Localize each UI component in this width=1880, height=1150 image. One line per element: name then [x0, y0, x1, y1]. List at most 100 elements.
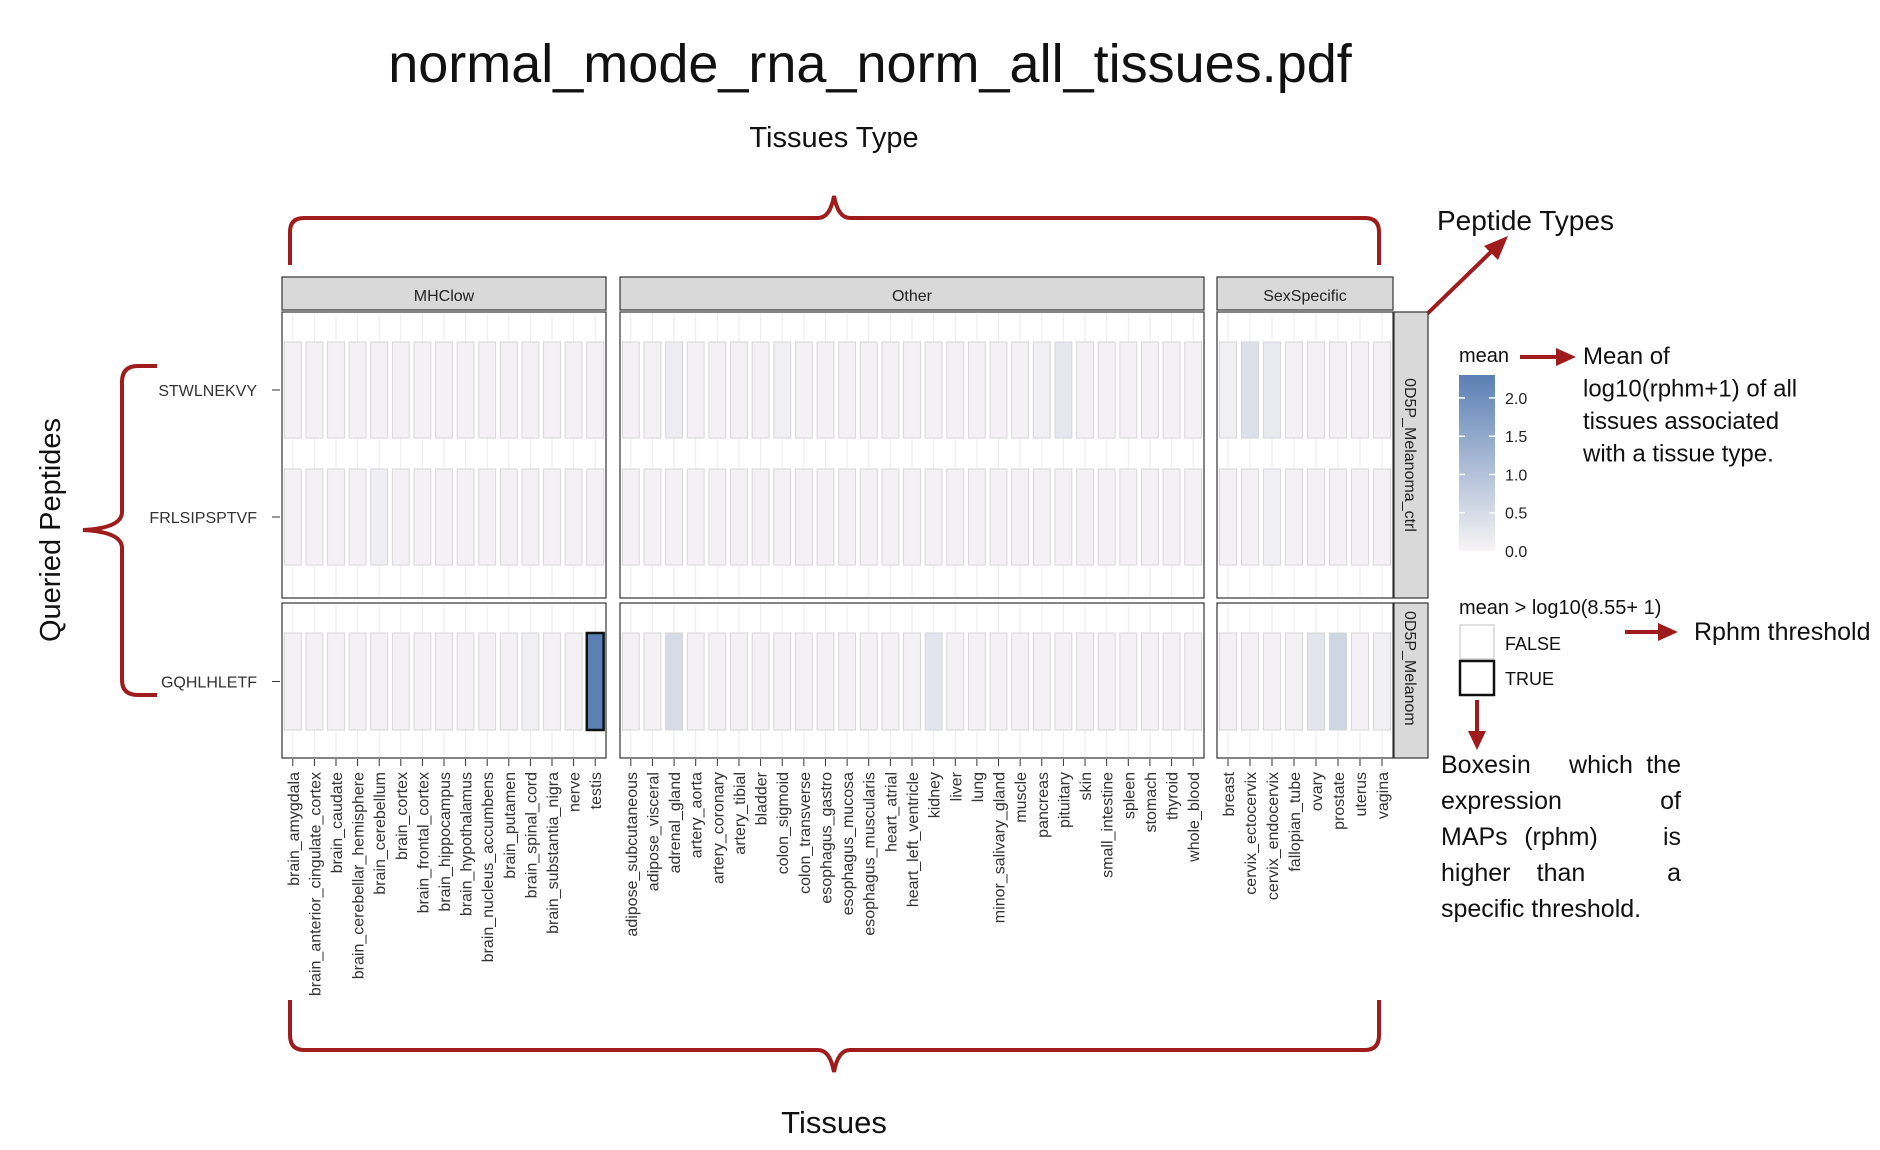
- heatmap-cell-STWLNEKVY-esophagus_mucosa: [838, 341, 857, 439]
- x-tick-label: lung: [970, 772, 987, 802]
- heatmap-cell-GQHLHLETF-brain_hypothalamus: [456, 632, 475, 731]
- boxes-note-word: higher: [1441, 859, 1511, 887]
- heatmap-cell-FRLSIPSPTVF-esophagus_muscularis: [859, 468, 878, 566]
- heatmap-cell-GQHLHLETF-colon_sigmoid: [773, 632, 792, 731]
- boxes-note-word: Boxes: [1441, 751, 1510, 779]
- heatmap-cell-GQHLHLETF-lung: [967, 632, 986, 731]
- heatmap-cell-FRLSIPSPTVF-adipose_subcutaneous: [621, 468, 640, 566]
- colorbar-tick-label: 1.5: [1505, 429, 1527, 446]
- tissues-label: Tissues: [781, 1105, 887, 1140]
- heatmap-cell-STWLNEKVY-colon_transverse: [794, 341, 813, 439]
- heatmap-cell-GQHLHLETF-brain_cortex: [391, 632, 410, 731]
- heatmap-cell-FRLSIPSPTVF-whole_blood: [1184, 468, 1203, 566]
- heatmap-cell-FRLSIPSPTVF-brain_caudate: [327, 468, 345, 566]
- x-tick-label: colon_sigmoid: [775, 772, 792, 874]
- boxes-note-word: a: [1667, 859, 1681, 887]
- heatmap-cell-FRLSIPSPTVF-pancreas: [1032, 468, 1051, 566]
- heatmap-cell-GQHLHLETF-brain_amygdala: [283, 632, 302, 731]
- heatmap-cell-FRLSIPSPTVF-brain_nucleus_accumbens: [478, 468, 497, 566]
- x-tick-label: stomach: [1143, 772, 1160, 832]
- heatmap-cell-FRLSIPSPTVF-artery_tibial: [730, 468, 748, 566]
- heatmap-cell-STWLNEKVY-brain_hypothalamus: [456, 341, 475, 439]
- facet-strip-label: MHClow: [414, 288, 475, 305]
- boxes-note-word: in: [1511, 751, 1530, 779]
- heatmap-cell-GQHLHLETF-muscle: [1011, 632, 1030, 731]
- heatmap-cell-GQHLHLETF-brain_cerebellum: [370, 632, 389, 731]
- colorbar-tick-label: 1.0: [1505, 467, 1527, 484]
- x-tick-label: brain_cerebellum: [372, 772, 389, 895]
- heatmap-cell-STWLNEKVY-pituitary: [1054, 341, 1073, 439]
- heatmap-cell-FRLSIPSPTVF-adrenal_gland: [665, 468, 684, 566]
- heatmap-cell-STWLNEKVY-testis: [586, 341, 605, 439]
- x-tick-label: esophagus_gastro: [818, 772, 835, 904]
- heatmap-cell-GQHLHLETF-brain_putamen: [499, 632, 518, 731]
- x-tick-label: brain_cerebellar_hemisphere: [351, 772, 368, 979]
- peptide-types-label: Peptide Types: [1437, 205, 1614, 236]
- heatmap-cell-STWLNEKVY-brain_caudate: [327, 341, 345, 439]
- heatmap-cell-STWLNEKVY-liver: [946, 341, 965, 439]
- heatmap-cell-GQHLHLETF-adrenal_gland: [665, 632, 684, 731]
- heatmap-cell-FRLSIPSPTVF-brain_cerebellar_hemisphere: [348, 468, 367, 566]
- heatmap-cell-FRLSIPSPTVF-lung: [967, 468, 986, 566]
- heatmap-cell-STWLNEKVY-pancreas: [1032, 341, 1051, 439]
- heatmap-cell-GQHLHLETF-liver: [946, 632, 965, 731]
- heatmap-cell-FRLSIPSPTVF-testis: [586, 468, 605, 566]
- colorbar-tick-label: 2.0: [1505, 391, 1527, 408]
- heatmap-cell-GQHLHLETF-brain_frontal_cortex: [413, 632, 432, 731]
- x-tick-label: fallopian_tube: [1287, 772, 1304, 872]
- heatmap-cell-GQHLHLETF-artery_aorta: [686, 632, 705, 731]
- heatmap-cell-FRLSIPSPTVF-adipose_visceral: [643, 468, 662, 566]
- heatmap-cell-GQHLHLETF-esophagus_muscularis: [859, 632, 878, 731]
- heatmap-cell-FRLSIPSPTVF-nerve: [564, 468, 583, 566]
- heatmap-cell-STWLNEKVY-ovary: [1306, 341, 1326, 439]
- x-tick-label: whole_blood: [1186, 772, 1203, 863]
- heatmap-cell-STWLNEKVY-brain_nucleus_accumbens: [478, 341, 497, 439]
- heatmap-cell-GQHLHLETF-heart_left_ventricle: [903, 632, 921, 731]
- heatmap-cell-FRLSIPSPTVF-prostate: [1328, 468, 1348, 566]
- heatmap-cell-FRLSIPSPTVF-muscle: [1011, 468, 1030, 566]
- queried-peptides-label: Queried Peptides: [35, 418, 67, 642]
- heatmap-cell-STWLNEKVY-brain_anterior_cingulate_cortex: [305, 341, 324, 439]
- tissues-type-label: Tissues Type: [749, 122, 918, 154]
- heatmap-cell-STWLNEKVY-cervix_ectocervix: [1240, 341, 1260, 439]
- heatmap-cell-GQHLHLETF-ovary: [1306, 632, 1326, 731]
- legend-key-true: [1458, 659, 1496, 697]
- y-tick-label: STWLNEKVY: [158, 383, 257, 400]
- heatmap-cell-FRLSIPSPTVF-colon_sigmoid: [773, 468, 792, 566]
- heatmap-cell-STWLNEKVY-minor_salivary_gland: [989, 341, 1008, 439]
- legend-label-true: TRUE: [1505, 669, 1554, 689]
- heatmap-cell-GQHLHLETF-colon_transverse: [794, 632, 813, 731]
- heatmap-cell-FRLSIPSPTVF-brain_hypothalamus: [456, 468, 475, 566]
- x-tick-label: artery_aorta: [689, 772, 706, 858]
- heatmap-cell-GQHLHLETF-brain_hippocampus: [435, 632, 453, 731]
- x-tick-label: bladder: [754, 771, 771, 825]
- row-strip-label: 0D5P_Melanom: [1401, 611, 1418, 726]
- row-strip-0D5P_Melanom: [1393, 602, 1429, 759]
- heatmap-cell-STWLNEKVY-lung: [967, 341, 986, 439]
- heatmap-cell-FRLSIPSPTVF-ovary: [1306, 468, 1326, 566]
- heatmap-cell-FRLSIPSPTVF-cervix_endocervix: [1262, 468, 1282, 566]
- heatmap-cell-STWLNEKVY-brain_substantia_nigra: [543, 341, 561, 439]
- mean-note-line: with a tissue type.: [1582, 441, 1774, 468]
- heatmap-cell-STWLNEKVY-artery_coronary: [708, 341, 727, 439]
- heatmap-cell-FRLSIPSPTVF-cervix_ectocervix: [1240, 468, 1260, 566]
- heatmap-cell-GQHLHLETF-minor_salivary_gland: [989, 632, 1008, 731]
- x-tick-label: brain_amygdala: [286, 772, 303, 886]
- heatmap-cell-FRLSIPSPTVF-brain_hippocampus: [435, 468, 453, 566]
- heatmap-cell-FRLSIPSPTVF-brain_putamen: [499, 468, 518, 566]
- facet-strip-Other: [619, 276, 1205, 311]
- heatmap-cell-GQHLHLETF-thyroid: [1162, 632, 1181, 731]
- heatmap-cell-GQHLHLETF-brain_cerebellar_hemisphere: [348, 632, 367, 731]
- heatmap-cell-STWLNEKVY-thyroid: [1162, 341, 1181, 439]
- heatmap-cell-FRLSIPSPTVF-stomach: [1140, 468, 1159, 566]
- tissues-type-brace: [288, 195, 1381, 265]
- legend-key-false: [1459, 624, 1495, 660]
- heatmap-cell-FRLSIPSPTVF-bladder: [751, 468, 770, 566]
- heatmap-cell-STWLNEKVY-brain_spinal_cord: [521, 341, 540, 439]
- x-tick-label: skin: [1078, 772, 1095, 800]
- x-tick-label: kidney: [927, 772, 944, 818]
- mean-note-arrowhead: [1556, 348, 1576, 366]
- x-tick-label: heart_left_ventricle: [905, 772, 922, 907]
- heatmap-cell-STWLNEKVY-artery_tibial: [730, 341, 748, 439]
- heatmap-cell-GQHLHLETF-fallopian_tube: [1284, 632, 1304, 731]
